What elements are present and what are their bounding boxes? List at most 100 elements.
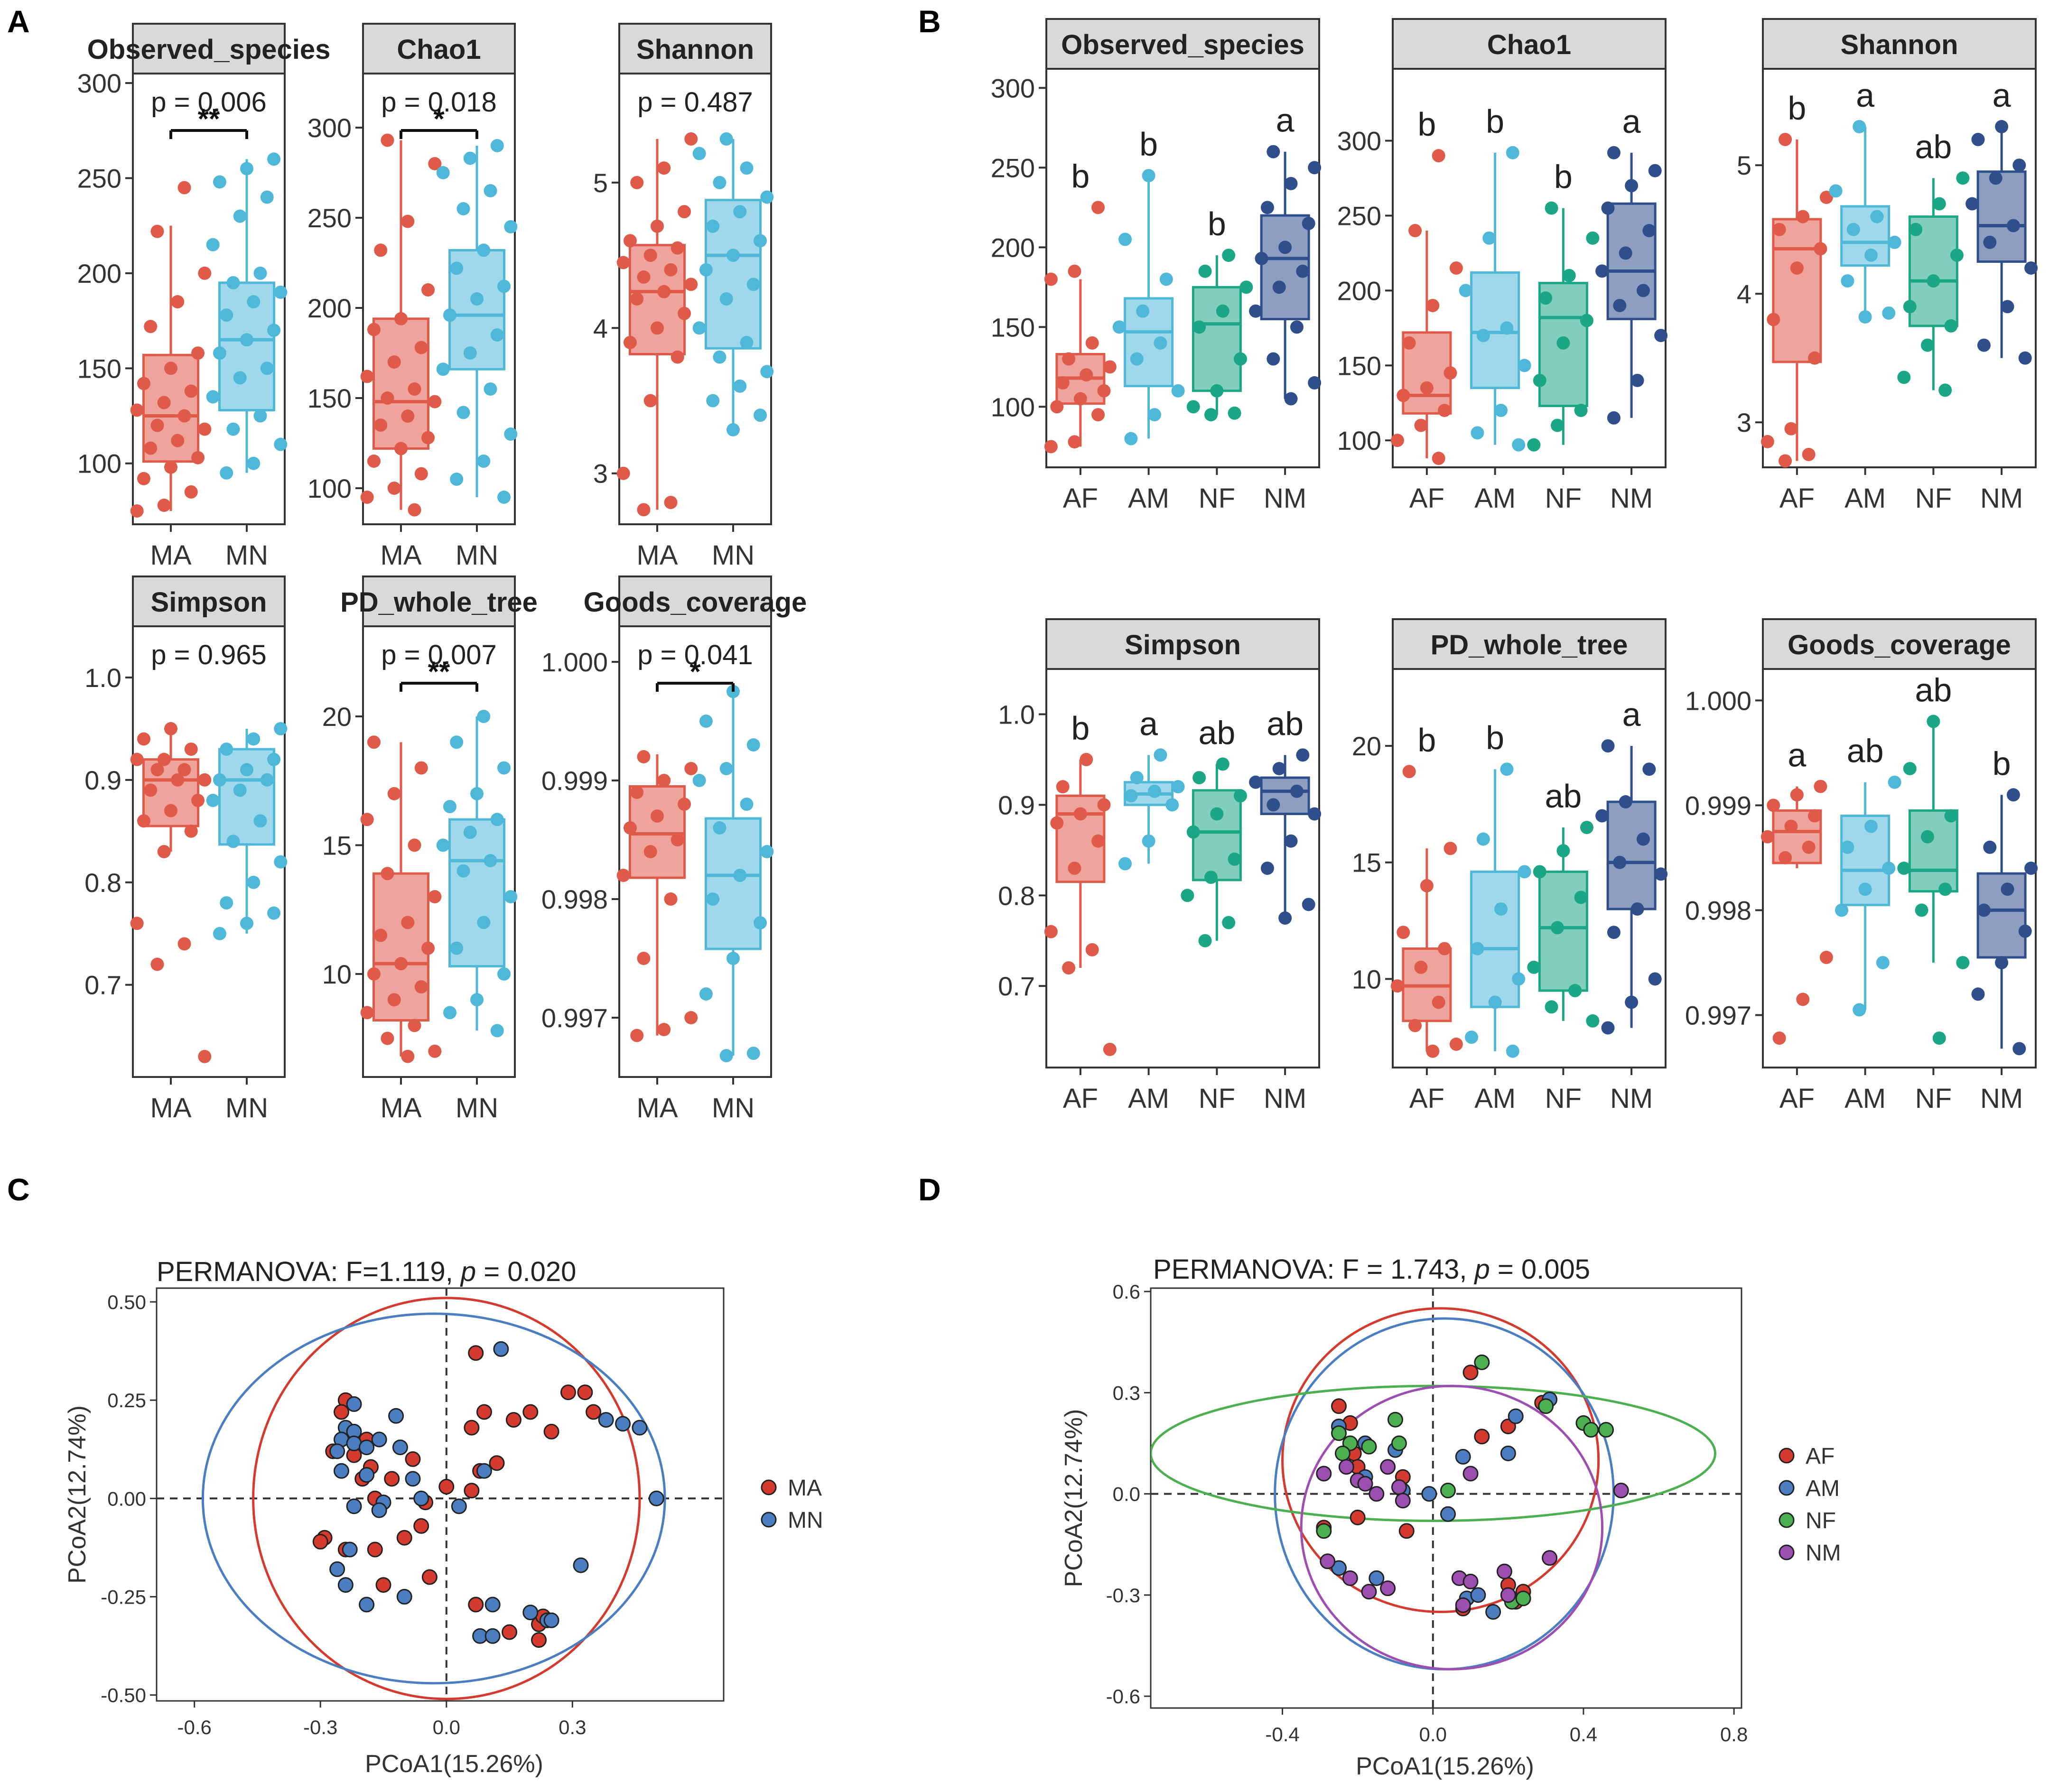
data-point — [220, 896, 233, 910]
data-point — [1518, 865, 1531, 879]
data-point — [1971, 133, 1985, 147]
data-point — [1154, 336, 1167, 350]
point-ma — [502, 1624, 518, 1640]
box-am — [1465, 762, 1531, 1058]
y-tick-label: 250 — [991, 153, 1035, 183]
data-point — [1459, 284, 1472, 297]
data-point — [1198, 264, 1212, 278]
data-point — [206, 238, 220, 251]
data-point — [144, 320, 158, 334]
data-point — [1938, 882, 1952, 896]
data-point — [1619, 795, 1632, 808]
point-mn — [388, 1408, 404, 1424]
box-nm — [1595, 146, 1668, 425]
x-tick-label: NF — [1915, 1083, 1952, 1114]
box-body — [1538, 870, 1588, 992]
data-point — [1171, 384, 1185, 398]
data-point — [1533, 373, 1546, 387]
data-point — [274, 722, 288, 735]
data-point — [1802, 447, 1816, 461]
facet-chao1: Chao1 100 150 200 250 300 MA MN p = 0.018* — [307, 23, 518, 571]
x-tick-label: MN — [225, 1093, 268, 1123]
point-ma — [384, 1471, 400, 1487]
data-point — [1779, 133, 1792, 147]
data-point — [247, 732, 261, 746]
point-nm — [1316, 1466, 1332, 1482]
panel-letter-d: D — [918, 1172, 941, 1207]
box-am — [1118, 748, 1185, 871]
y-tick-label: 100 — [991, 392, 1035, 422]
y-tick-label: 1.0 — [998, 699, 1035, 729]
y-tick-label: 200 — [1337, 276, 1381, 306]
data-point — [191, 794, 205, 808]
box-af — [1390, 149, 1463, 465]
data-point — [740, 798, 754, 811]
y-tick-label: 200 — [77, 259, 121, 288]
point-ma — [375, 1577, 391, 1593]
data-point — [1142, 169, 1155, 183]
x-tick-label: NF — [1199, 1083, 1235, 1114]
box-body — [629, 785, 686, 879]
data-point — [1192, 320, 1206, 334]
box-af — [1044, 752, 1117, 1056]
significance-letter: a — [1276, 102, 1295, 139]
data-point — [637, 750, 651, 763]
data-point — [1080, 752, 1093, 766]
data-point — [360, 370, 374, 383]
data-point — [2024, 261, 2038, 275]
facet-title: Goods_coverage — [584, 587, 807, 618]
data-point — [1808, 351, 1822, 365]
data-point — [1148, 784, 1162, 798]
data-point — [719, 132, 733, 146]
data-point — [671, 833, 684, 846]
data-point — [1613, 298, 1627, 312]
x-tick-label: MA — [637, 540, 678, 571]
data-point — [664, 892, 678, 906]
data-point — [1779, 851, 1792, 864]
data-point — [637, 952, 651, 965]
data-point — [1204, 871, 1218, 884]
point-nm — [1369, 1486, 1385, 1502]
plot-title-prefix: PERMANOVA: F = 1.743, — [1153, 1254, 1474, 1285]
point-nf — [1331, 1425, 1347, 1441]
data-point — [1630, 373, 1644, 387]
point-nf — [1583, 1422, 1599, 1438]
data-point — [436, 838, 450, 852]
point-af — [1474, 1429, 1490, 1445]
data-point — [1784, 819, 1798, 833]
data-point — [1062, 961, 1076, 975]
plot-title-suffix: = 0.005 — [1490, 1254, 1590, 1285]
data-point — [1654, 329, 1668, 343]
data-point — [1983, 840, 1997, 854]
point-ma — [522, 1404, 539, 1420]
data-point — [157, 845, 171, 858]
data-point — [706, 892, 720, 906]
point-mn — [346, 1498, 362, 1514]
data-point — [387, 482, 401, 495]
x-tick-label: NM — [1264, 1083, 1306, 1114]
data-point — [274, 285, 288, 299]
data-point — [733, 205, 747, 219]
data-point — [247, 295, 261, 309]
y-tick-label: 0.3 — [1113, 1382, 1140, 1404]
point-ma — [405, 1451, 421, 1467]
data-point — [497, 761, 511, 775]
point-mn — [337, 1577, 354, 1593]
data-point — [2012, 158, 2026, 172]
y-tick-label: 150 — [1337, 351, 1381, 381]
significance-stars: ** — [198, 103, 220, 135]
data-point — [401, 214, 415, 228]
data-point — [719, 1049, 733, 1062]
data-point — [401, 1049, 415, 1063]
data-point — [220, 743, 233, 756]
x-tick-label: AM — [1844, 483, 1886, 514]
data-point — [484, 184, 497, 197]
x-tick-label: NM — [1980, 1083, 2023, 1114]
box-body — [448, 818, 505, 968]
data-point — [1858, 882, 1872, 896]
box-body — [373, 872, 429, 1022]
point-ma — [464, 1420, 480, 1436]
box-nm — [1965, 120, 2038, 365]
data-point — [692, 774, 706, 787]
data-point — [1835, 903, 1849, 917]
